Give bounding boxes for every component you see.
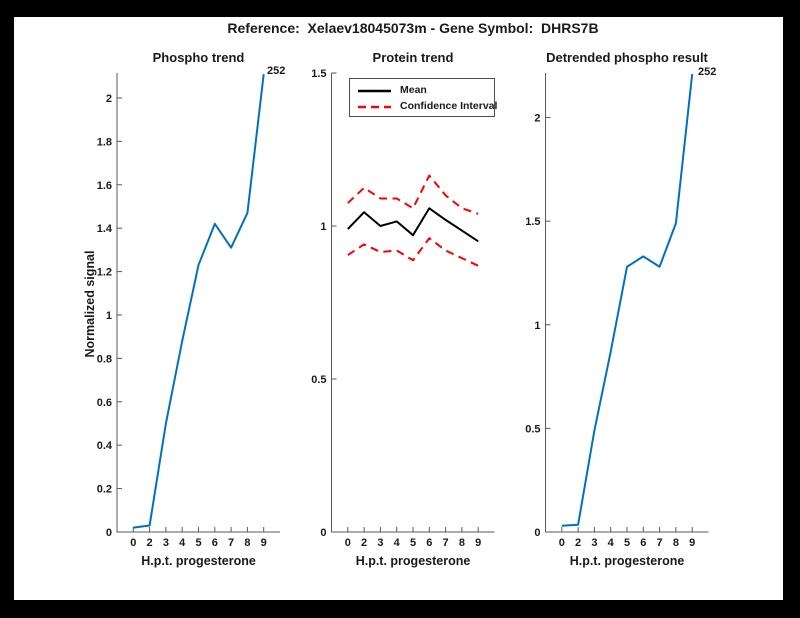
svg-text:4: 4 — [394, 537, 401, 549]
svg-text:0.5: 0.5 — [525, 423, 540, 435]
x-axis-label-phospho: H.p.t. progesterone — [141, 554, 256, 568]
svg-text:9: 9 — [261, 537, 267, 549]
peak-annotation-detrended: 252 — [698, 66, 717, 78]
svg-text:0.8: 0.8 — [97, 353, 112, 365]
svg-text:9: 9 — [689, 537, 695, 549]
svg-text:6: 6 — [212, 537, 218, 549]
svg-text:0: 0 — [320, 527, 326, 539]
svg-text:7: 7 — [657, 537, 663, 549]
legend-box: Mean Confidence Interval — [349, 78, 498, 117]
svg-text:0.6: 0.6 — [97, 397, 112, 409]
svg-text:1.5: 1.5 — [525, 216, 540, 228]
x-axis-label-protein: H.p.t. progesterone — [355, 554, 471, 568]
svg-text:1.8: 1.8 — [97, 136, 112, 148]
svg-text:7: 7 — [443, 537, 449, 549]
peak-annotation-phospho: 252 — [267, 65, 286, 77]
svg-text:5: 5 — [624, 537, 630, 549]
subplot-protein-title: Protein trend — [372, 50, 454, 65]
svg-text:0: 0 — [559, 537, 565, 549]
svg-text:1.4: 1.4 — [97, 223, 113, 235]
svg-text:8: 8 — [673, 537, 679, 549]
svg-text:0: 0 — [106, 527, 112, 539]
svg-text:0: 0 — [130, 537, 136, 549]
svg-text:1: 1 — [320, 221, 326, 233]
svg-text:3: 3 — [163, 537, 169, 549]
subplot-detrended-title: Detrended phospho result — [546, 50, 708, 65]
svg-text:0: 0 — [345, 537, 351, 549]
legend-entry-mean: Mean — [350, 82, 494, 97]
svg-text:0.5: 0.5 — [311, 374, 326, 386]
svg-text:2: 2 — [361, 537, 367, 549]
legend-label-mean: Mean — [400, 83, 427, 96]
svg-text:3: 3 — [377, 537, 383, 549]
x-axis-label-detrended: H.p.t. progesterone — [569, 554, 685, 568]
svg-text:6: 6 — [426, 537, 432, 549]
svg-text:0.2: 0.2 — [97, 484, 112, 496]
ci-line-swatch — [358, 97, 391, 115]
svg-text:0.4: 0.4 — [97, 440, 113, 452]
svg-text:2: 2 — [575, 537, 581, 549]
y-axis-label: Normalized signal — [83, 250, 97, 358]
svg-text:1.5: 1.5 — [311, 68, 326, 80]
svg-text:7: 7 — [228, 537, 234, 549]
mean-line-swatch — [358, 81, 391, 99]
svg-text:8: 8 — [244, 537, 250, 549]
subplot-phospho-title: Phospho trend — [152, 50, 245, 65]
svg-text:5: 5 — [195, 537, 201, 549]
svg-text:2: 2 — [106, 93, 112, 105]
svg-text:1.6: 1.6 — [97, 180, 112, 192]
figure-canvas: Reference: Xelaev18045073m - Gene Symbol… — [14, 17, 783, 600]
charts-canvas: 0 2 3 4 5 6 7 8 900.20.40.60.811.21.41.61.820 2 3 4… — [97, 68, 709, 549]
figure-title: Reference: Xelaev18045073m - Gene Symbol… — [227, 20, 599, 36]
svg-text:9: 9 — [475, 537, 481, 549]
svg-text:4: 4 — [608, 537, 615, 549]
svg-text:0: 0 — [534, 527, 540, 539]
svg-text:2: 2 — [534, 113, 540, 125]
svg-text:4: 4 — [179, 537, 186, 549]
svg-text:1: 1 — [106, 310, 112, 322]
legend-entry-ci: Confidence Interval — [350, 97, 498, 115]
svg-text:5: 5 — [410, 537, 416, 549]
svg-text:1: 1 — [534, 320, 540, 332]
svg-text:1.2: 1.2 — [97, 267, 112, 279]
legend-label-ci: Confidence Interval — [400, 99, 498, 112]
svg-text:3: 3 — [591, 537, 597, 549]
svg-text:6: 6 — [640, 537, 646, 549]
svg-text:2: 2 — [147, 537, 153, 549]
svg-text:8: 8 — [459, 537, 465, 549]
